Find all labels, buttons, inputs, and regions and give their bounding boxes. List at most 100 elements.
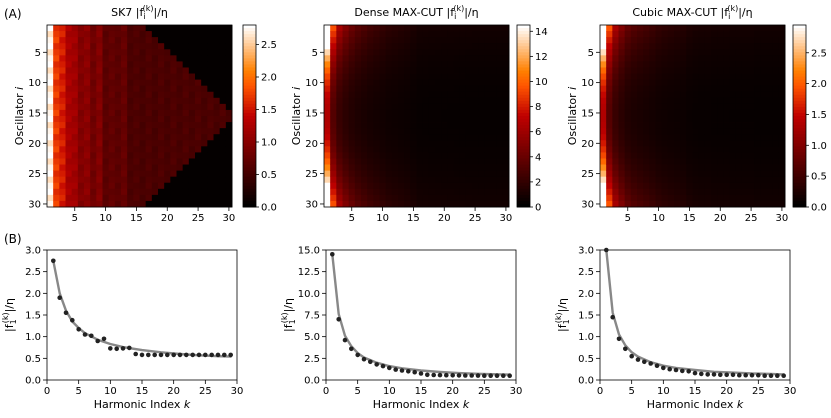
- heatmap-cell: [735, 134, 743, 141]
- heatmap-cell: [735, 109, 743, 117]
- heatmap-cell: [151, 43, 159, 50]
- heatmap-cell: [422, 188, 430, 196]
- heatmap-cell: [655, 55, 663, 62]
- heatmap-cell: [766, 49, 774, 56]
- heatmap-cell: [391, 152, 399, 159]
- heatmap-cell: [114, 37, 122, 44]
- heatmap-cell: [692, 85, 700, 93]
- heatmap-cell: [373, 134, 380, 141]
- heatmap-cell: [618, 85, 626, 93]
- heatmap-cell: [667, 103, 675, 111]
- heatmap-cell: [478, 25, 485, 32]
- heatmap-cell: [661, 55, 669, 62]
- heatmap-cell: [342, 152, 350, 159]
- heatmap-cell: [428, 146, 436, 153]
- heatmap-cell: [754, 194, 761, 202]
- heatmap-cell: [176, 158, 184, 165]
- heatmap-cell: [729, 200, 737, 208]
- heatmap-cell: [373, 79, 380, 87]
- heatmap-cell: [618, 152, 626, 159]
- heatmap-cell: [102, 146, 110, 153]
- heatmap-cell: [342, 67, 350, 74]
- heatmap-cell: [612, 61, 619, 68]
- x-tick-label: 5: [72, 213, 78, 224]
- heatmap-cell: [717, 134, 724, 141]
- heatmap-cell: [108, 85, 116, 93]
- y-tick-label: 30: [581, 199, 594, 210]
- heatmap-cell: [90, 164, 97, 171]
- heatmap-cell: [195, 31, 202, 38]
- heatmap-cell: [416, 43, 424, 50]
- heatmap-cell: [59, 103, 66, 111]
- heatmap-cell: [748, 116, 755, 123]
- heatmap-cell: [772, 158, 780, 165]
- heatmap-cell: [674, 134, 681, 141]
- heatmap-cell: [624, 37, 632, 44]
- heatmap-cell: [127, 170, 134, 178]
- heatmap-cell: [630, 49, 638, 56]
- heatmap-cell: [195, 122, 202, 129]
- heatmap-cell: [453, 194, 461, 202]
- heatmap-cell: [766, 116, 774, 123]
- heatmap-cell: [164, 55, 171, 62]
- heatmap-cell: [53, 43, 60, 50]
- x-tick-label: 30: [223, 213, 236, 224]
- heatmap-cell: [484, 188, 491, 196]
- heatmap-cell: [391, 122, 399, 129]
- heatmap-cell: [686, 49, 693, 56]
- heatmap-cell: [723, 79, 730, 87]
- heatmap-cell: [447, 194, 454, 202]
- heatmap-cell: [151, 134, 159, 141]
- heatmap-cell: [661, 182, 669, 190]
- heatmap-cell: [465, 122, 473, 129]
- heatmap-cell: [422, 182, 430, 190]
- heatmap-cell: [655, 79, 663, 87]
- heatmap-cell: [342, 164, 350, 171]
- heatmap-cell: [77, 61, 85, 68]
- heatmap-cell: [496, 164, 504, 171]
- heatmap-cell: [108, 152, 116, 159]
- heatmap-cell: [188, 188, 196, 196]
- heatmap-cell: [600, 97, 607, 105]
- x-tick-label: 5: [75, 386, 81, 397]
- heatmap-cell: [630, 31, 638, 38]
- heatmap-cell: [484, 176, 491, 184]
- heatmap-cell: [373, 97, 380, 105]
- heatmap-cell: [624, 61, 632, 68]
- heatmap-cell: [65, 122, 73, 129]
- heatmap-cell: [391, 146, 399, 153]
- heatmap-cell: [723, 134, 730, 141]
- heatmap-cell: [478, 188, 485, 196]
- heatmap-cell: [188, 122, 196, 129]
- heatmap-cell: [84, 25, 91, 32]
- heatmap-cell: [447, 37, 454, 44]
- heatmap-cell: [361, 43, 368, 50]
- heatmap-cell: [760, 116, 767, 123]
- data-point: [661, 365, 666, 371]
- heatmap-cell: [102, 37, 110, 44]
- y-tick-label: 0.5: [578, 354, 594, 365]
- heatmap-cell: [410, 55, 417, 62]
- heatmap-cell: [114, 79, 122, 87]
- heatmap-cell: [502, 128, 510, 135]
- heatmap-cell: [496, 152, 504, 159]
- data-point: [463, 373, 468, 378]
- heatmap-cell: [760, 91, 767, 99]
- data-point: [749, 372, 755, 378]
- heatmap-cell: [490, 97, 498, 105]
- heatmap-cell: [741, 134, 749, 141]
- heatmap-cell: [324, 55, 331, 62]
- heatmap-cell: [465, 97, 473, 105]
- heatmap-cell: [391, 31, 399, 38]
- heatmap-cell: [373, 182, 380, 190]
- heatmap-cell: [102, 164, 110, 171]
- heatmap-cell: [748, 91, 755, 99]
- heatmap-cell: [330, 97, 337, 105]
- heatmap-cell: [600, 152, 607, 159]
- heatmap-cell: [90, 152, 97, 159]
- heatmap-cell: [213, 182, 221, 190]
- heatmap-cell: [361, 194, 368, 202]
- heatmap-cell: [661, 79, 669, 87]
- heatmap-cell: [478, 37, 485, 44]
- heatmap-cell: [637, 128, 644, 135]
